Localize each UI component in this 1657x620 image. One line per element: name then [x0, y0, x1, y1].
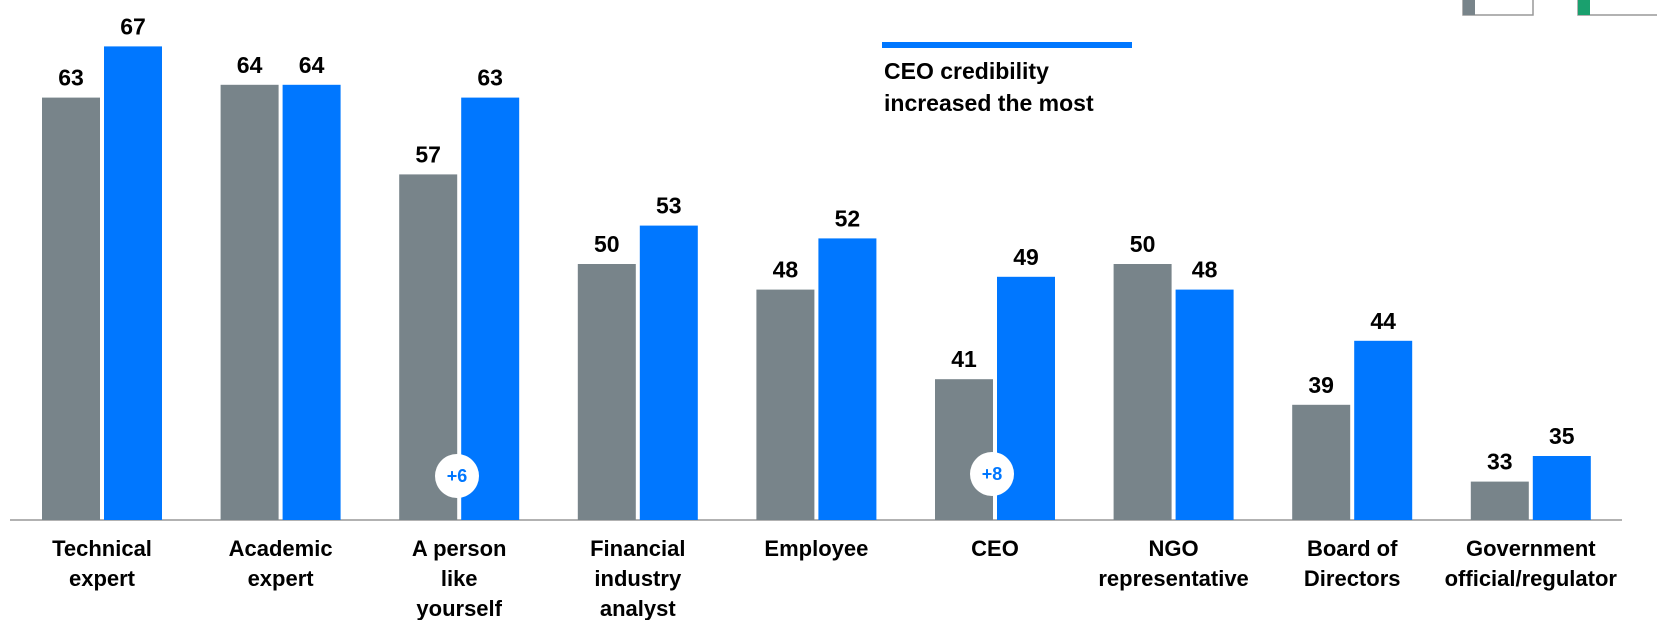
bar [1354, 340, 1413, 520]
x-tick-label: A person like yourself [412, 536, 507, 620]
value-label: 67 [120, 13, 146, 39]
value-label: 48 [1192, 257, 1218, 283]
bar [1113, 264, 1172, 520]
bar [220, 84, 279, 521]
x-tick-label: CEO [971, 536, 1019, 561]
value-label: 64 [237, 52, 263, 78]
value-label: 44 [1370, 308, 1396, 334]
value-label: 35 [1549, 423, 1575, 449]
x-tick-label: Academic expert [229, 536, 333, 591]
x-tick-label: Financial industry analyst [590, 536, 685, 620]
bar [1470, 481, 1529, 520]
value-label: 49 [1013, 244, 1039, 270]
bar [1175, 289, 1234, 520]
value-label: 63 [58, 65, 84, 91]
bar [42, 97, 100, 520]
value-label: 50 [1130, 231, 1156, 257]
bar [577, 264, 636, 520]
badge: +6 [447, 466, 468, 486]
legend-swatch [1578, 0, 1590, 15]
bar [639, 225, 698, 520]
legend-swatch [1463, 0, 1475, 15]
value-label: 33 [1487, 449, 1513, 475]
bar [756, 289, 815, 520]
x-tick-label: Government official/regulator [1445, 536, 1618, 591]
x-tick-label: NGO representative [1098, 536, 1248, 591]
badge-circle [970, 452, 1014, 496]
badge-circle [435, 454, 479, 498]
value-label: 63 [477, 65, 503, 91]
x-tick-label: Technical expert [52, 536, 152, 591]
annotation: CEO credibility [884, 58, 1049, 84]
annotation: increased the most [884, 90, 1094, 116]
bar [1532, 456, 1591, 520]
bar [818, 238, 877, 520]
bar [1292, 404, 1351, 520]
value-label: 52 [835, 205, 861, 231]
value-label: 39 [1308, 372, 1334, 398]
value-label: 64 [299, 52, 325, 78]
value-label: 48 [773, 257, 799, 283]
badge: +8 [982, 464, 1003, 484]
bar [461, 97, 520, 520]
bar [104, 46, 162, 521]
x-tick-label: Board of Directors [1304, 536, 1401, 591]
value-label: 53 [656, 193, 682, 219]
value-label: 41 [951, 346, 977, 372]
x-tick-label: Employee [764, 536, 868, 561]
bar [935, 379, 993, 520]
bar [282, 84, 341, 521]
value-label: 57 [415, 141, 441, 167]
value-label: 50 [594, 231, 620, 257]
